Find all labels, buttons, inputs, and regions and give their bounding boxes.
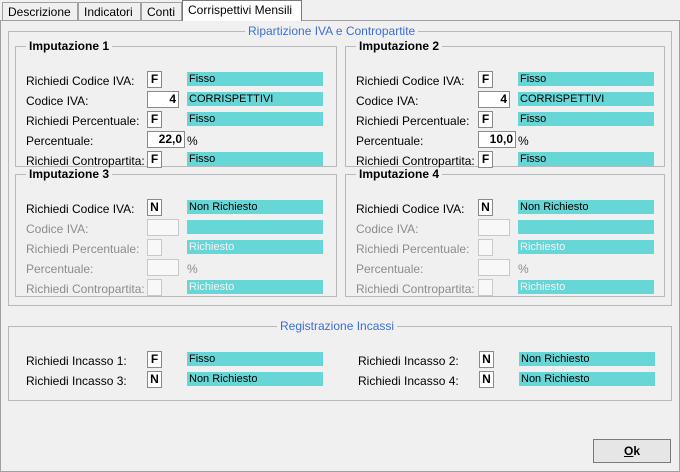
- imputazione-2-group: Imputazione 2 Richiedi Codice IVA: F Fis…: [345, 39, 665, 168]
- imp4-percentuale-input[interactable]: [478, 259, 510, 276]
- imp2-richiedi-codice-iva-desc: Fisso: [518, 72, 654, 86]
- imp4-richiedi-percentuale-label: Richiedi Percentuale:: [356, 242, 470, 256]
- tab-bar: Descrizione Indicatori Conti Corrispetti…: [0, 0, 680, 21]
- imp3-richiedi-codice-iva-code[interactable]: N: [147, 199, 162, 216]
- imp3-richiedi-codice-iva-label: Richiedi Codice IVA:: [26, 202, 135, 216]
- tab-descrizione[interactable]: Descrizione: [2, 2, 78, 20]
- imp4-richiedi-contropartita-code[interactable]: [478, 279, 493, 296]
- registrazione-incassi-group: Registrazione Incassi Richiedi Incasso 1…: [8, 319, 672, 401]
- imputazione-4-title: Imputazione 4: [359, 167, 440, 181]
- imp1-richiedi-percentuale-label: Richiedi Percentuale:: [26, 114, 140, 128]
- tab-indicatori[interactable]: Indicatori: [78, 2, 141, 20]
- incasso-1-desc: Fisso: [187, 352, 323, 366]
- imp3-codice-iva-desc: [187, 220, 323, 234]
- incasso-4-label: Richiedi Incasso 4:: [358, 374, 459, 388]
- imputazione-1-group: Imputazione 1 Richiedi Codice IVA: F Fis…: [15, 39, 337, 168]
- incasso-4-code[interactable]: N: [479, 371, 494, 388]
- imp1-richiedi-contropartita-label: Richiedi Contropartita:: [26, 154, 145, 168]
- imputazione-1-title: Imputazione 1: [29, 39, 110, 53]
- tab-panel: Ripartizione IVA e Contropartite Imputaz…: [0, 20, 680, 472]
- registrazione-incassi-title: Registrazione Incassi: [280, 319, 395, 333]
- incasso-4-desc: Non Richiesto: [519, 372, 655, 386]
- imp1-richiedi-codice-iva-label: Richiedi Codice IVA:: [26, 74, 135, 88]
- imp4-codice-iva-label: Codice IVA:: [356, 222, 419, 236]
- imp4-percent-sign: %: [518, 262, 529, 276]
- incasso-3-code[interactable]: N: [147, 371, 162, 388]
- imp1-codice-iva-label: Codice IVA:: [26, 94, 89, 108]
- imp2-percentuale-input[interactable]: 10,0: [478, 131, 516, 148]
- imp4-richiedi-codice-iva-label: Richiedi Codice IVA:: [356, 202, 465, 216]
- ripartizione-group: Ripartizione IVA e Contropartite: [8, 24, 672, 306]
- imp3-codice-iva-label: Codice IVA:: [26, 222, 89, 236]
- imp1-percentuale-label: Percentuale:: [26, 134, 94, 148]
- imp1-percentuale-input[interactable]: 22,0: [147, 131, 185, 148]
- imp1-richiedi-contropartita-code[interactable]: F: [147, 151, 162, 168]
- imp3-richiedi-contropartita-label: Richiedi Contropartita:: [26, 282, 145, 296]
- imp3-richiedi-codice-iva-desc: Non Richiesto: [187, 200, 323, 214]
- imputazione-3-title: Imputazione 3: [29, 167, 110, 181]
- imp1-richiedi-percentuale-desc: Fisso: [187, 112, 323, 126]
- imp3-percent-sign: %: [187, 262, 198, 276]
- imp1-richiedi-percentuale-code[interactable]: F: [147, 111, 162, 128]
- incasso-2-code[interactable]: N: [479, 351, 494, 368]
- tab-conti[interactable]: Conti: [141, 2, 182, 20]
- imp2-codice-iva-label: Codice IVA:: [356, 94, 419, 108]
- incasso-2-label: Richiedi Incasso 2:: [358, 354, 459, 368]
- imp4-richiedi-contropartita-desc: Richiesto: [518, 280, 654, 294]
- imp2-percentuale-label: Percentuale:: [356, 134, 424, 148]
- imp2-richiedi-percentuale-code[interactable]: F: [478, 111, 493, 128]
- imp1-richiedi-codice-iva-code[interactable]: F: [147, 71, 162, 88]
- imp4-percentuale-label: Percentuale:: [356, 262, 424, 276]
- imp2-richiedi-percentuale-desc: Fisso: [518, 112, 654, 126]
- imp1-richiedi-codice-iva-desc: Fisso: [187, 72, 323, 86]
- imp3-richiedi-contropartita-code[interactable]: [147, 279, 162, 296]
- imp2-codice-iva-input[interactable]: 4: [478, 91, 510, 108]
- ok-button[interactable]: Ok: [593, 439, 671, 463]
- incasso-1-code[interactable]: F: [147, 351, 162, 368]
- imp4-richiedi-codice-iva-code[interactable]: N: [478, 199, 493, 216]
- imputazione-4-group: Imputazione 4 Richiedi Codice IVA: N Non…: [345, 167, 665, 297]
- incasso-3-desc: Non Richiesto: [187, 372, 323, 386]
- imp3-richiedi-percentuale-label: Richiedi Percentuale:: [26, 242, 140, 256]
- tab-corrispettivi-mensili[interactable]: Corrispettivi Mensili: [182, 0, 302, 21]
- imp2-richiedi-codice-iva-label: Richiedi Codice IVA:: [356, 74, 465, 88]
- imp1-codice-iva-input[interactable]: 4: [147, 91, 179, 108]
- imp2-richiedi-contropartita-label: Richiedi Contropartita:: [356, 154, 475, 168]
- incasso-2-desc: Non Richiesto: [519, 352, 655, 366]
- imp3-richiedi-percentuale-code[interactable]: [147, 239, 162, 256]
- imp1-percent-sign: %: [187, 134, 198, 148]
- imp4-codice-iva-input[interactable]: [478, 219, 510, 236]
- incasso-3-label: Richiedi Incasso 3:: [26, 374, 127, 388]
- imp2-codice-iva-desc: CORRISPETTIVI: [518, 92, 654, 106]
- imp1-richiedi-contropartita-desc: Fisso: [187, 152, 323, 166]
- imp4-richiedi-percentuale-desc: Richiesto: [518, 240, 654, 254]
- imp2-richiedi-contropartita-code[interactable]: F: [478, 151, 493, 168]
- imp3-richiedi-contropartita-desc: Richiesto: [187, 280, 323, 294]
- imputazione-3-group: Imputazione 3 Richiedi Codice IVA: N Non…: [15, 167, 337, 297]
- imp4-richiedi-contropartita-label: Richiedi Contropartita:: [356, 282, 475, 296]
- imp3-codice-iva-input[interactable]: [147, 219, 179, 236]
- imp4-richiedi-codice-iva-desc: Non Richiesto: [518, 200, 654, 214]
- imp1-codice-iva-desc: CORRISPETTIVI: [187, 92, 323, 106]
- imp4-codice-iva-desc: [518, 220, 654, 234]
- imp3-richiedi-percentuale-desc: Richiesto: [187, 240, 323, 254]
- imp2-richiedi-codice-iva-code[interactable]: F: [478, 71, 493, 88]
- imp4-richiedi-percentuale-code[interactable]: [478, 239, 493, 256]
- ok-button-accel: O: [623, 444, 634, 458]
- imp2-richiedi-contropartita-desc: Fisso: [518, 152, 654, 166]
- incasso-1-label: Richiedi Incasso 1:: [26, 354, 127, 368]
- imp3-percentuale-label: Percentuale:: [26, 262, 94, 276]
- ok-button-label: k: [633, 444, 641, 458]
- imp2-percent-sign: %: [518, 134, 529, 148]
- ripartizione-title: Ripartizione IVA e Contropartite: [248, 24, 416, 38]
- imp2-richiedi-percentuale-label: Richiedi Percentuale:: [356, 114, 470, 128]
- imp3-percentuale-input[interactable]: [147, 259, 179, 276]
- imputazione-2-title: Imputazione 2: [359, 39, 440, 53]
